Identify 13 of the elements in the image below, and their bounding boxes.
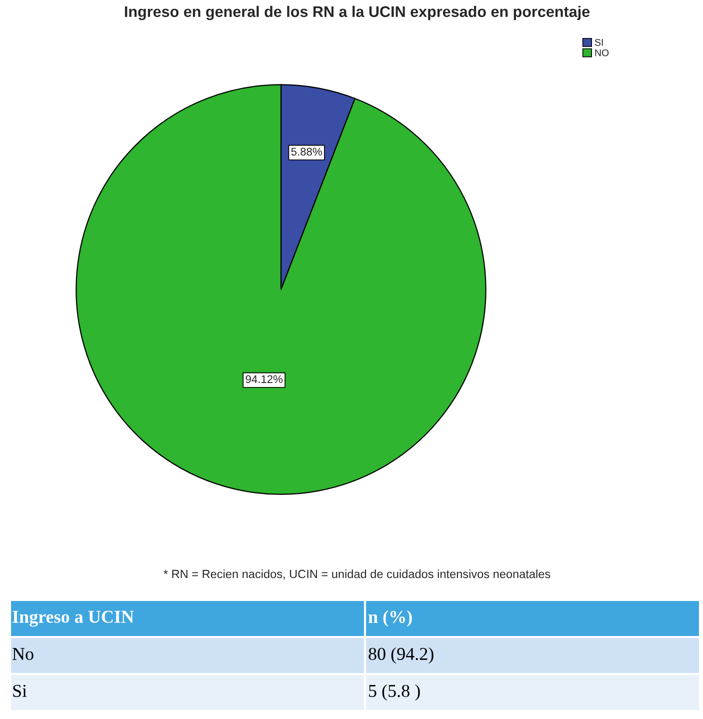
text: 5 (5.8 ) [369,684,420,701]
legend-label: NO [595,49,609,56]
data-label: 5.88% [291,148,322,156]
legend-label: SI [594,38,603,46]
pie-slice [76,84,486,495]
text: n (%) [368,610,412,627]
text: Si [13,684,27,698]
text: Ingreso a UCIN [12,610,134,627]
text: No [12,648,34,660]
text: 80 (94.2) [368,647,434,664]
data-label: 94.12% [246,375,283,384]
chart-title: Ingreso en general de los RN a la UCIN expresado en porcentaje [124,6,590,20]
text: * RN = Recien nacidos, UCIN = unidad de cuidados intensivos neonatales [164,569,550,580]
